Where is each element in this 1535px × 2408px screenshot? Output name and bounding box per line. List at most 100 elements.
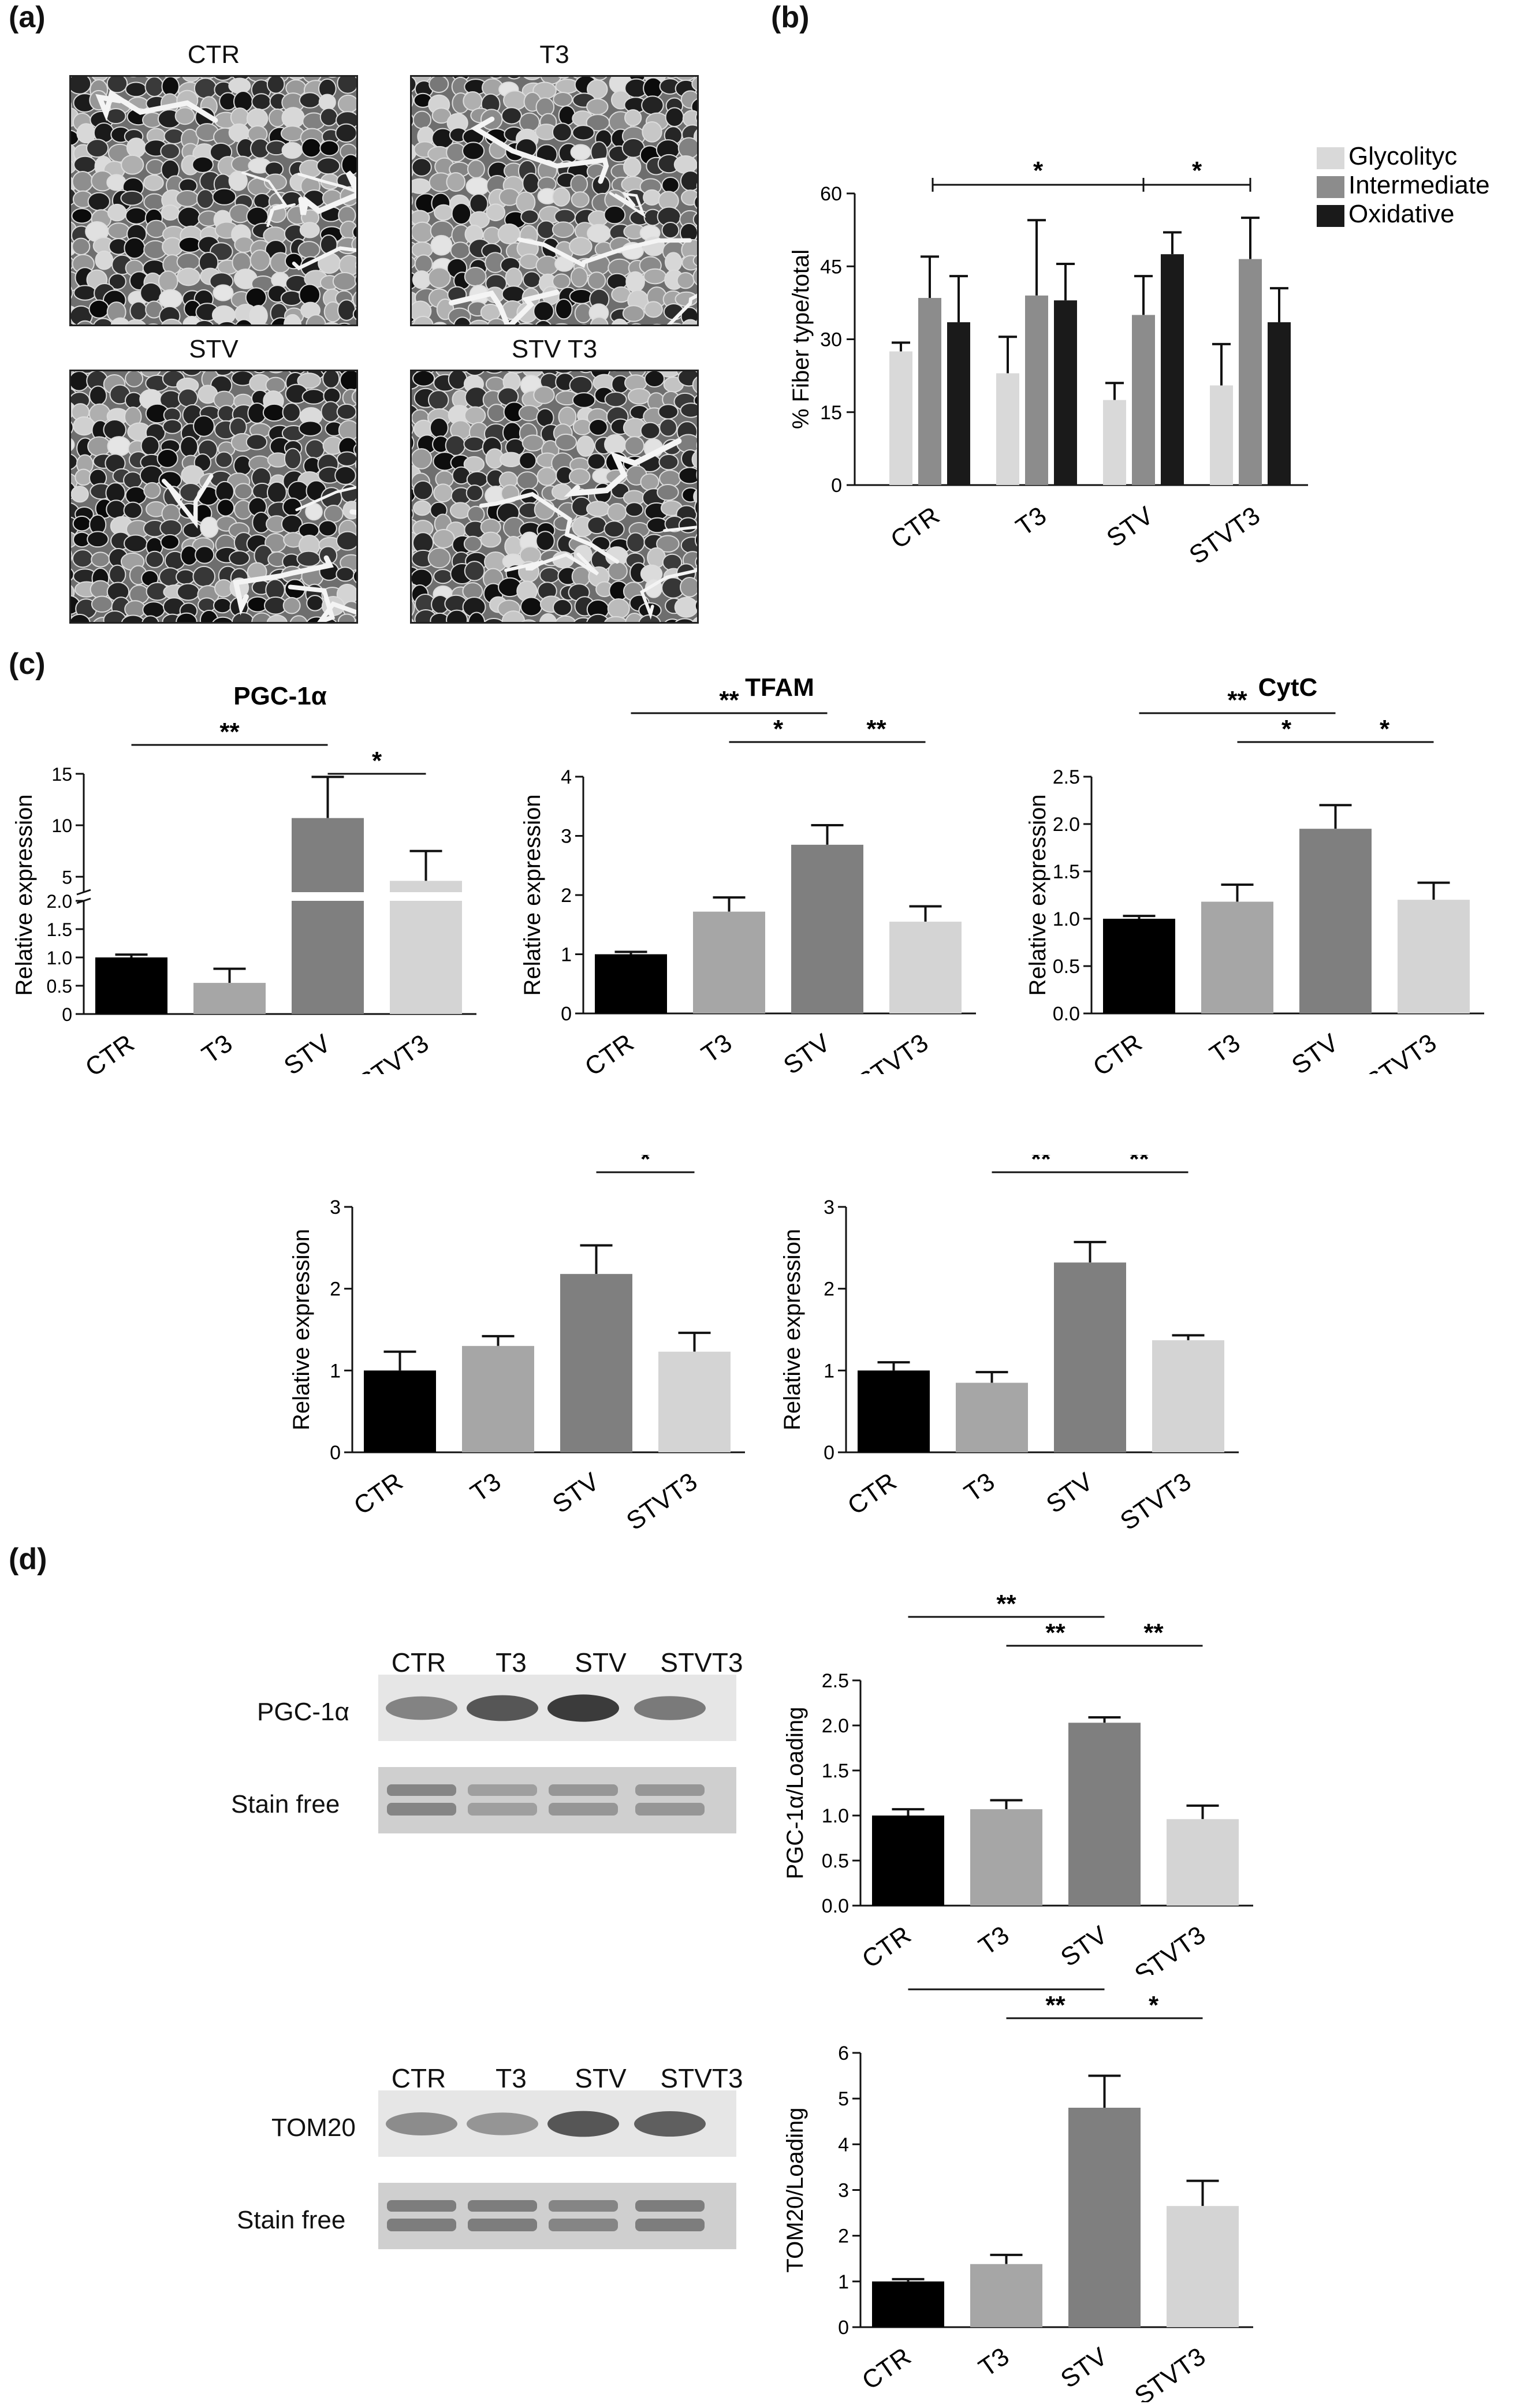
muscle-fiber: [502, 90, 527, 111]
muscle-fiber: [87, 531, 109, 548]
significance-label: **: [1045, 1619, 1065, 1647]
muscle-fiber: [429, 77, 449, 93]
muscle-fiber: [125, 486, 147, 505]
x-tick-label: STV: [1056, 1921, 1113, 1973]
muscle-fiber: [213, 597, 232, 614]
muscle-fiber: [552, 187, 571, 207]
y-axis-title: Relative expression: [780, 1229, 805, 1430]
fiber-type-chart: 0 15 30 45 60 % Fiber type/total CTR T3 STV STVT3…: [788, 142, 1490, 570]
muscle-fiber: [695, 557, 697, 568]
muscle-fiber: [145, 550, 165, 568]
muscle-fiber: [569, 237, 593, 256]
muscle-fiber: [427, 390, 449, 411]
significance-label: *: [1149, 1991, 1159, 2019]
muscle-fiber: [72, 515, 91, 532]
y-tick-label: 3: [330, 1196, 341, 1218]
bar-stvt3-upper: [390, 881, 462, 892]
y-tick-label: 1.0: [1053, 908, 1080, 930]
bar-oxidative: [1268, 322, 1291, 485]
muscle-fiber: [123, 501, 143, 519]
muscle-fiber: [622, 305, 645, 322]
significance-label: **: [1045, 1991, 1065, 2019]
muscle-fiber: [73, 416, 95, 436]
y-tick-label: 4: [561, 766, 572, 788]
muscle-fiber: [177, 206, 201, 228]
muscle-fiber: [497, 223, 521, 245]
connective-tissue: [564, 438, 682, 497]
y-tick-label: 4: [838, 2134, 849, 2156]
x-tick-label: T3: [974, 2342, 1014, 2383]
bar-stv: [1068, 2108, 1141, 2327]
y-axis-title: TOM20/Loading: [783, 2107, 808, 2272]
muscle-fiber: [521, 619, 536, 622]
muscle-fiber: [193, 77, 217, 99]
muscle-fiber: [72, 171, 94, 192]
muscle-fiber: [140, 435, 160, 456]
y-tick-label: 1.5: [822, 1760, 849, 1782]
y-tick-label: 3: [561, 826, 572, 848]
x-tick-label: STVT3: [1361, 1028, 1441, 1074]
muscle-fiber: [157, 449, 178, 468]
muscle-fiber: [120, 190, 144, 206]
muscle-fiber: [698, 424, 699, 443]
muscle-fiber: [357, 584, 358, 603]
x-tick-label: T3: [696, 1028, 737, 1069]
muscle-fiber: [446, 609, 468, 622]
muscle-fiber: [468, 612, 486, 622]
muscle-fiber: [539, 567, 560, 584]
bar-oxidative: [947, 322, 970, 485]
muscle-fiber: [522, 271, 541, 289]
y-tick-label: 0: [330, 1442, 341, 1464]
muscle-fiber: [552, 598, 572, 617]
y-tick-label: 0: [561, 1003, 572, 1025]
blot-band: [635, 1803, 705, 1816]
muscle-fiber: [301, 389, 326, 405]
muscle-fiber: [123, 471, 143, 489]
muscle-fiber: [301, 137, 322, 158]
y-tick-label: 0.5: [1053, 956, 1080, 978]
x-tick-label: STV: [547, 1467, 605, 1519]
muscle-fiber: [144, 77, 164, 97]
muscle-fiber: [466, 471, 489, 488]
muscle-fiber: [266, 614, 288, 622]
x-tick-label: STVT3: [852, 1028, 933, 1074]
blot-band: [634, 1696, 706, 1720]
bar-ctr: [1103, 919, 1175, 1013]
connective-tissue: [241, 171, 296, 228]
blot-band: [387, 1803, 456, 1816]
muscle-fiber: [228, 170, 248, 191]
muscle-fiber: [229, 550, 250, 566]
x-tick-label: CTR: [886, 501, 945, 554]
muscle-fiber: [412, 508, 414, 520]
muscle-fiber: [520, 597, 543, 617]
muscle-fiber: [200, 516, 219, 538]
muscle-fiber: [352, 225, 356, 239]
muscle-fiber: [332, 271, 356, 291]
muscle-fiber: [676, 272, 695, 289]
muscle-fiber: [681, 319, 697, 325]
connective-tissue: [517, 237, 692, 269]
muscle-fiber: [213, 77, 233, 81]
muscle-fiber: [486, 203, 506, 222]
muscle-fiber: [142, 601, 165, 618]
muscle-fiber: [77, 320, 94, 325]
blot-band: [549, 2219, 618, 2231]
muscle-fiber: [180, 435, 199, 458]
muscle-fiber: [698, 321, 699, 326]
muscle-fiber: [640, 473, 660, 491]
muscle-fiber: [539, 613, 557, 622]
muscle-fiber: [586, 501, 610, 517]
muscle-fiber: [126, 137, 146, 158]
x-tick-label: CTR: [843, 1467, 901, 1520]
muscle-fiber: [486, 371, 503, 374]
muscle-fiber: [319, 140, 340, 156]
x-tick-label: STV: [1102, 501, 1159, 553]
blot1-lane-label-ctr: CTR: [391, 1647, 446, 1678]
bar-glycolityc: [996, 373, 1019, 485]
x-tick-label: STV: [1056, 2342, 1113, 2394]
muscle-fiber: [698, 521, 699, 538]
muscle-fiber: [218, 320, 236, 325]
muscle-fiber: [412, 480, 434, 501]
muscle-fiber: [245, 434, 268, 450]
muscle-fiber: [659, 418, 677, 437]
